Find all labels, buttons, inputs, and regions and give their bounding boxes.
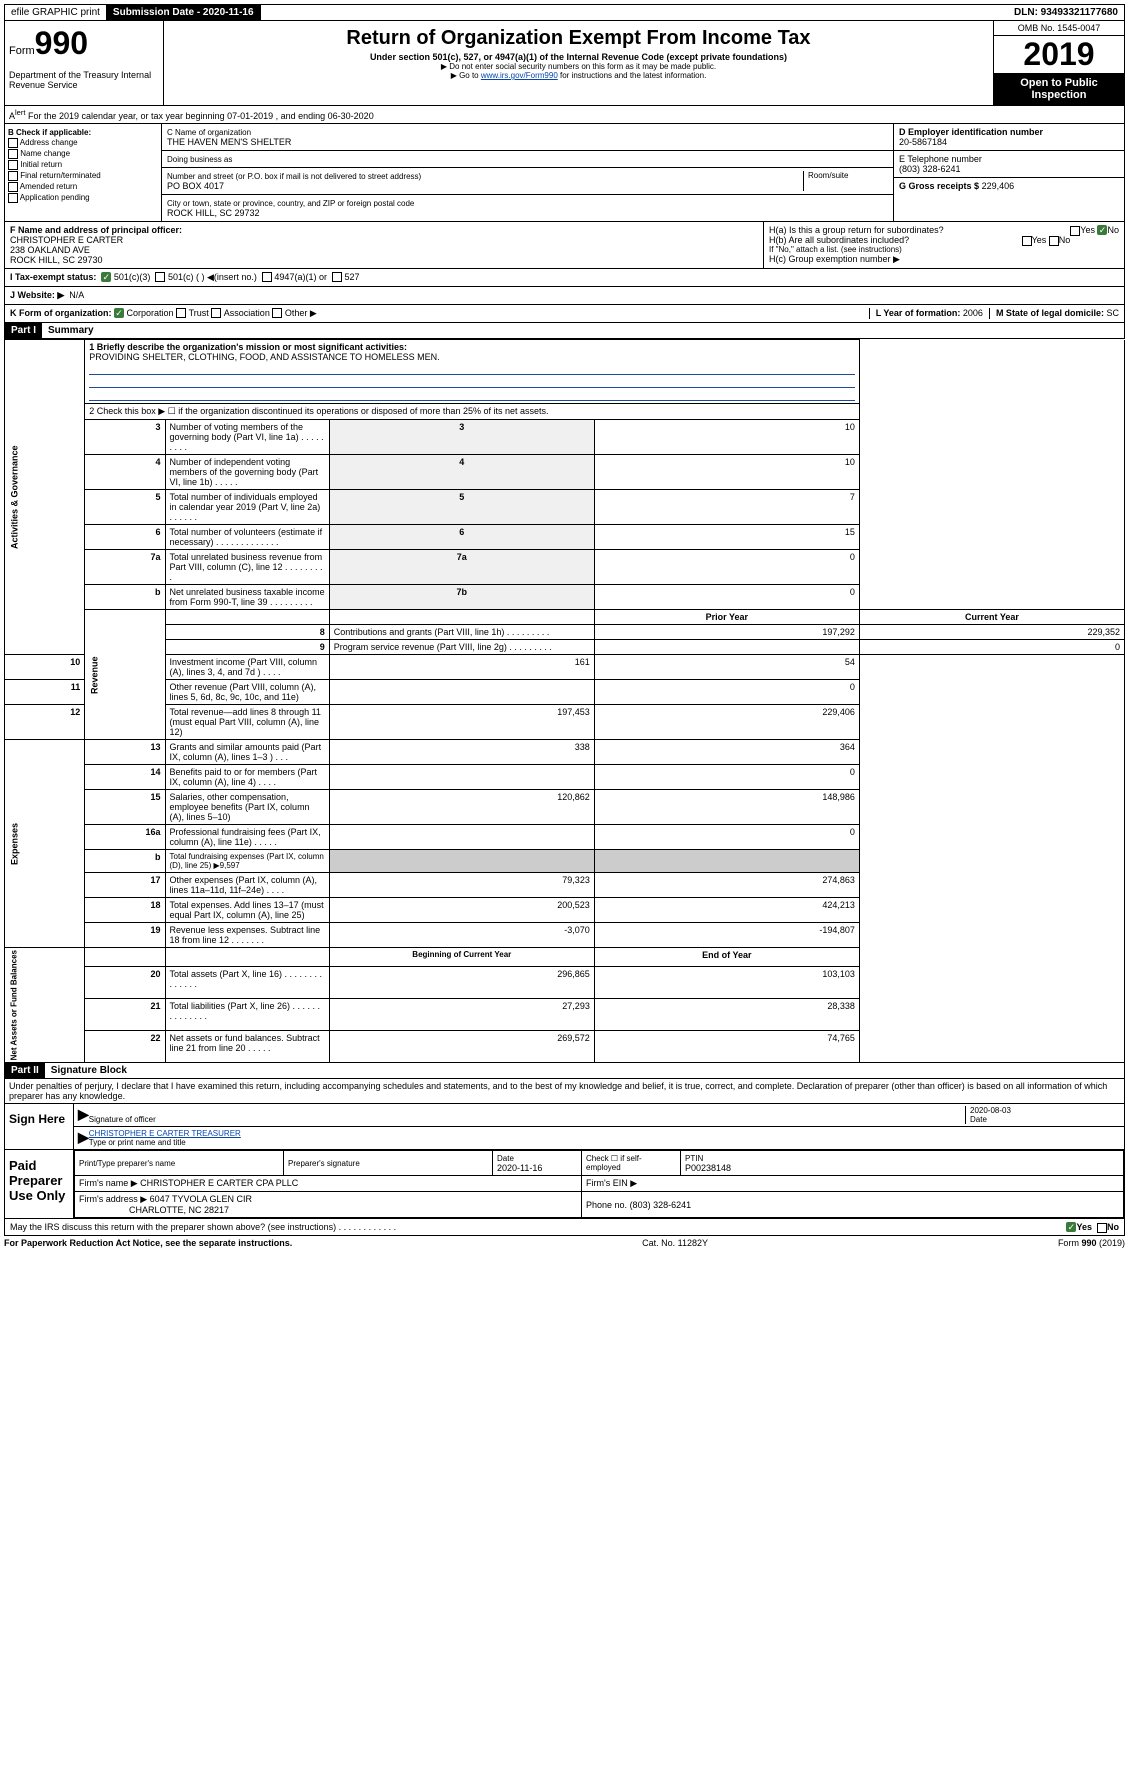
- checkbox-amended[interactable]: [8, 182, 18, 192]
- submission-date[interactable]: Submission Date - 2020-11-16: [107, 5, 261, 20]
- perjury-statement: Under penalties of perjury, I declare th…: [4, 1079, 1125, 1104]
- form-subtitle: Under section 501(c), 527, or 4947(a)(1)…: [168, 52, 989, 62]
- open-public-badge: Open to Public Inspection: [994, 73, 1124, 105]
- section-fh: F Name and address of principal officer:…: [4, 222, 1125, 269]
- goto-note: ▶ Go to www.irs.gov/Form990 for instruct…: [168, 71, 989, 80]
- dln: DLN: 93493321177680: [1008, 5, 1124, 20]
- form-number: Form990: [9, 25, 159, 62]
- box-b: B Check if applicable: Address change Na…: [5, 124, 162, 221]
- paid-preparer-block: Paid Preparer Use Only Print/Type prepar…: [4, 1150, 1125, 1219]
- checkbox-501c3[interactable]: ✓: [101, 272, 111, 282]
- org-name: THE HAVEN MEN'S SHELTER: [167, 137, 291, 147]
- part1-header: Part I Summary: [4, 323, 1125, 339]
- box-j: J Website: ▶ N/A: [4, 287, 1125, 305]
- vert-netassets: Net Assets or Fund Balances: [5, 948, 85, 1063]
- ein: 20-5867184: [899, 137, 947, 147]
- omb-number: OMB No. 1545-0047: [994, 21, 1124, 36]
- org-address: PO BOX 4017: [167, 181, 224, 191]
- summary-table: Activities & Governance 1 Briefly descri…: [4, 339, 1125, 1063]
- vert-expenses: Expenses: [5, 740, 85, 948]
- page-footer: For Paperwork Reduction Act Notice, see …: [4, 1236, 1125, 1250]
- vert-governance: Activities & Governance: [5, 340, 85, 655]
- checkbox-name-change[interactable]: [8, 149, 18, 159]
- vert-revenue: Revenue: [85, 610, 165, 740]
- tax-year: 2019: [994, 36, 1124, 73]
- checkbox-final-return[interactable]: [8, 171, 18, 181]
- form-header: Form990 Department of the Treasury Inter…: [4, 21, 1125, 106]
- section-a-period: Alert For the 2019 calendar year, or tax…: [4, 106, 1125, 124]
- gross-receipts: 229,406: [982, 181, 1015, 191]
- box-i: I Tax-exempt status: ✓ 501(c)(3) 501(c) …: [4, 269, 1125, 287]
- efile-label[interactable]: efile GRAPHIC print: [5, 5, 107, 20]
- checkbox-application-pending[interactable]: [8, 193, 18, 203]
- dept-label: Department of the Treasury Internal Reve…: [9, 70, 159, 90]
- signature-block: Sign Here ▶Signature of officer2020-08-0…: [4, 1104, 1125, 1150]
- checkbox-initial-return[interactable]: [8, 160, 18, 170]
- discuss-row: May the IRS discuss this return with the…: [4, 1219, 1125, 1236]
- top-bar: efile GRAPHIC print Submission Date - 20…: [4, 4, 1125, 21]
- box-klm: K Form of organization: ✓ Corporation Tr…: [4, 305, 1125, 323]
- paid-preparer-label: Paid Preparer Use Only: [5, 1150, 74, 1218]
- box-h: H(a) Is this a group return for subordin…: [764, 222, 1124, 268]
- checkbox-address-change[interactable]: [8, 138, 18, 148]
- ssn-note: ▶ Do not enter social security numbers o…: [168, 62, 989, 71]
- irs-link[interactable]: www.irs.gov/Form990: [481, 71, 558, 80]
- section-bcdeg: B Check if applicable: Address change Na…: [4, 124, 1125, 222]
- box-f: F Name and address of principal officer:…: [5, 222, 764, 268]
- telephone: (803) 328-6241: [899, 164, 961, 174]
- sign-here-label: Sign Here: [5, 1104, 74, 1149]
- signer-name[interactable]: CHRISTOPHER E CARTER TREASURER: [89, 1129, 241, 1138]
- box-c: C Name of organizationTHE HAVEN MEN'S SH…: [162, 124, 893, 221]
- part2-header: Part II Signature Block: [4, 1063, 1125, 1079]
- box-deg: D Employer identification number20-58671…: [893, 124, 1124, 221]
- form-title: Return of Organization Exempt From Incom…: [168, 27, 989, 50]
- org-city: ROCK HILL, SC 29732: [167, 208, 260, 218]
- mission-text: PROVIDING SHELTER, CLOTHING, FOOD, AND A…: [89, 352, 439, 362]
